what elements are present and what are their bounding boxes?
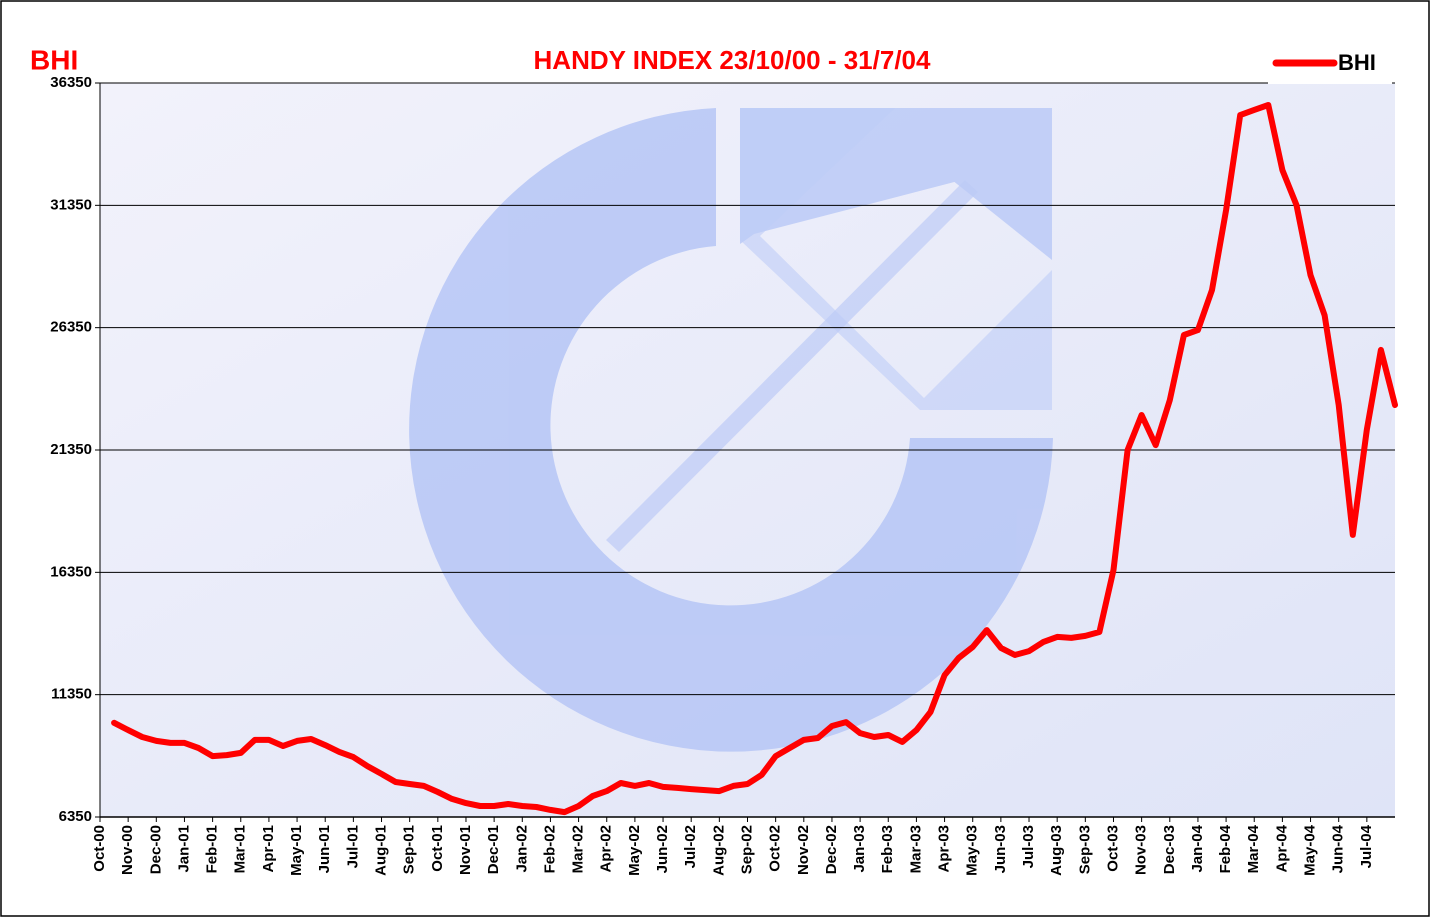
x-tick-label: Mar-02 xyxy=(570,825,587,873)
x-tick-label: Sep-03 xyxy=(1076,825,1093,874)
x-tick-label: Jul-04 xyxy=(1358,824,1375,868)
x-tick-label: Jul-03 xyxy=(1020,825,1037,868)
y-tick-label: 6350 xyxy=(59,808,92,825)
x-tick-label: Dec-00 xyxy=(147,825,164,874)
x-tick-label: Apr-04 xyxy=(1273,824,1290,872)
y-tick-label: 11350 xyxy=(51,686,92,703)
x-tick-label: Apr-02 xyxy=(598,825,615,873)
x-tick-label: Mar-04 xyxy=(1245,824,1262,873)
x-tick-label: May-03 xyxy=(964,825,981,876)
x-tick-label: Aug-01 xyxy=(372,825,389,876)
x-tick-label: Feb-02 xyxy=(541,825,558,873)
x-tick-label: Feb-01 xyxy=(204,825,221,873)
x-tick-label: Jun-04 xyxy=(1330,824,1347,873)
x-tick-label: Apr-01 xyxy=(260,825,277,873)
x-tick-label: Mar-03 xyxy=(907,825,924,873)
x-tick-label: Nov-03 xyxy=(1133,825,1150,875)
x-tick-label: May-01 xyxy=(288,825,305,876)
data-line xyxy=(111,102,1398,816)
x-tick-label: Mar-01 xyxy=(232,825,249,873)
x-tick-label: Jul-02 xyxy=(682,825,699,868)
x-tick-label: Jan-01 xyxy=(175,825,192,873)
x-tick-label: May-04 xyxy=(1302,824,1319,876)
legend: BHI xyxy=(1268,42,1392,84)
x-tick-label: Oct-00 xyxy=(91,825,108,872)
x-tick-label: Jul-01 xyxy=(344,825,361,868)
y-tick-label: 21350 xyxy=(50,441,92,458)
x-tick-label: Nov-00 xyxy=(119,825,136,875)
x-tick-label: Jun-03 xyxy=(992,825,1009,873)
x-tick-label: Dec-01 xyxy=(485,825,502,874)
x-tick-label: Jun-01 xyxy=(316,825,333,873)
x-tick-label: Dec-02 xyxy=(823,825,840,874)
legend-label: BHI xyxy=(1338,50,1376,75)
x-tick-label: Jun-02 xyxy=(654,825,671,873)
x-tick-label: Sep-01 xyxy=(401,825,418,874)
y-tick-label: 26350 xyxy=(50,319,92,336)
x-tick-label: Dec-03 xyxy=(1161,825,1178,874)
x-tick-label: Jan-03 xyxy=(851,825,868,873)
x-tick-label: Oct-01 xyxy=(429,825,446,872)
x-tick-label: Aug-03 xyxy=(1048,825,1065,876)
x-tick-label: Feb-04 xyxy=(1217,824,1234,873)
x-tick-label: Nov-02 xyxy=(795,825,812,875)
x-tick-label: Sep-02 xyxy=(738,825,755,874)
chart-title: HANDY INDEX 23/10/00 - 31/7/04 xyxy=(534,45,931,75)
x-tick-label: Jan-02 xyxy=(513,825,530,873)
x-tick-label: Oct-03 xyxy=(1104,825,1121,872)
y-tick-label: 31350 xyxy=(50,196,92,213)
x-tick-label: Aug-02 xyxy=(710,825,727,876)
y-tick-label: 16350 xyxy=(50,563,92,580)
x-tick-label: Feb-03 xyxy=(879,825,896,873)
x-tick-label: Nov-01 xyxy=(457,825,474,875)
x-tick-label: May-02 xyxy=(626,825,643,876)
x-tick-label: Apr-03 xyxy=(936,825,953,873)
corner-label: BHI xyxy=(30,44,78,75)
watermark-logo xyxy=(409,108,1053,752)
x-tick-label: Oct-02 xyxy=(767,825,784,872)
y-tick-label: 36350 xyxy=(50,74,92,91)
x-tick-label: Jan-04 xyxy=(1189,824,1206,872)
